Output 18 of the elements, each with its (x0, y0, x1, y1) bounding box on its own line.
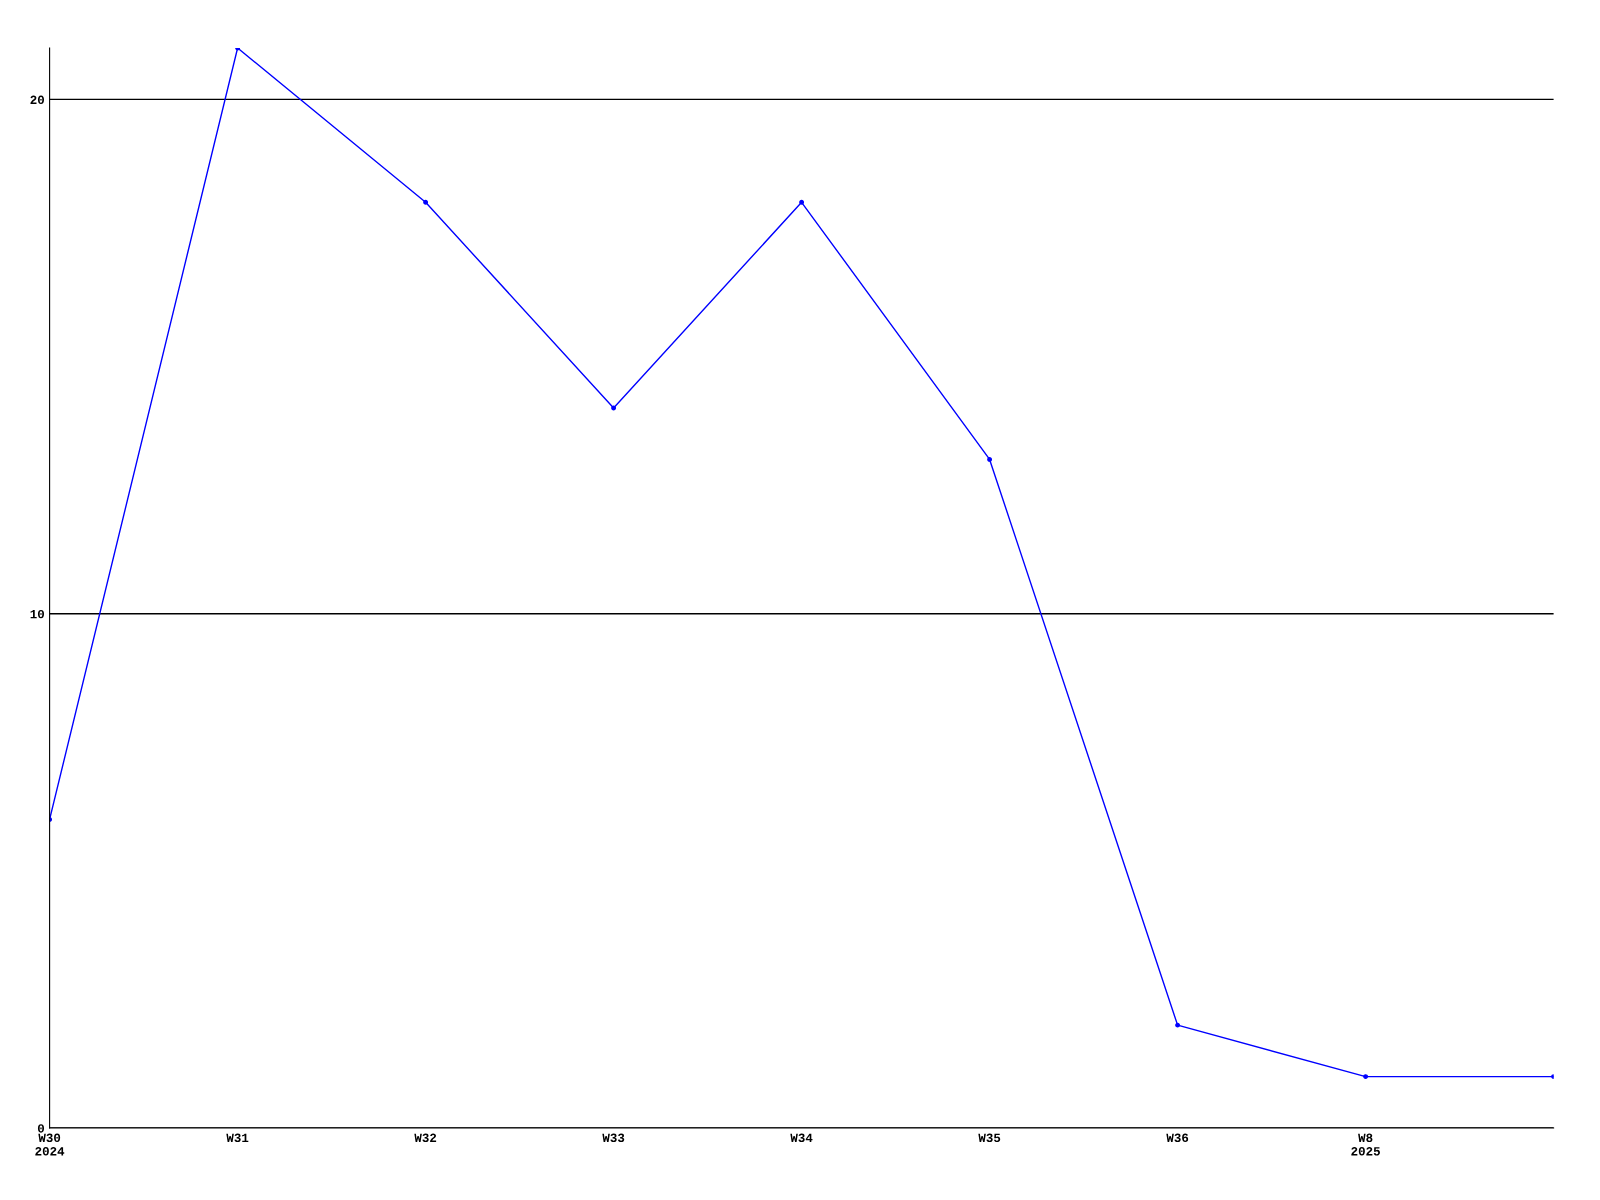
point (611, 405, 617, 411)
x-tick-label: W33 (602, 1133, 625, 1143)
x-tick-label: W36 (1166, 1133, 1189, 1143)
x-tick-label: W35 (978, 1133, 1001, 1143)
x-tick-label: W34 (790, 1133, 813, 1143)
y-tick-label: 0 (37, 1124, 45, 1133)
point (1363, 1074, 1369, 1080)
x-tick-label: W8 2025 (1351, 1133, 1380, 1156)
x-tick-label: W30 2024 (35, 1133, 65, 1156)
point (423, 199, 429, 205)
point (799, 199, 805, 205)
x-tick-label: W32 (414, 1133, 437, 1143)
point (1175, 1022, 1181, 1028)
x-tick-label: W31 (226, 1133, 249, 1143)
y-tick-label: 20 (30, 95, 45, 105)
line-series (49, 48, 1554, 1080)
y-tick-label: 10 (30, 609, 45, 619)
point (987, 456, 993, 462)
